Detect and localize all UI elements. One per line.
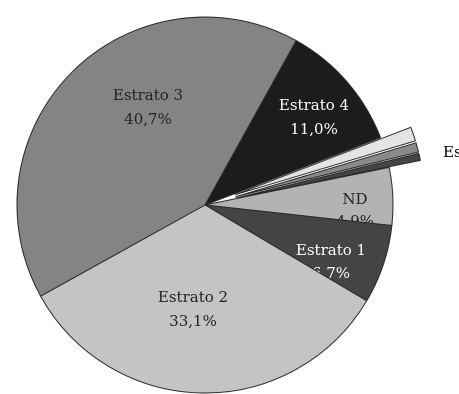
slice-label-estrato-1: Estrato 1 (296, 241, 366, 259)
pie-slice-es (234, 126, 416, 196)
pie-slice-estrato-3 (16, 16, 297, 297)
slice-label-estrato-3: Estrato 3 (113, 86, 183, 104)
slice-value-estrato-3: 40,7% (124, 110, 172, 128)
pie-slice-slice-3 (235, 152, 421, 199)
pie-slice-slice-2 (235, 142, 420, 198)
slice-label-estrato-2: Estrato 2 (158, 288, 228, 306)
pie-slice-estrato-2 (40, 204, 368, 394)
slice-label-estrato-4: Estrato 4 (279, 96, 349, 114)
slice-label-nd: ND (342, 190, 367, 208)
slice-value-estrato-4: 11,0% (290, 120, 338, 138)
slice-value-estrato-2: 33,1% (169, 312, 217, 330)
pie-slice-estrato-4 (204, 40, 382, 206)
slice-label-es: Es (443, 143, 459, 161)
